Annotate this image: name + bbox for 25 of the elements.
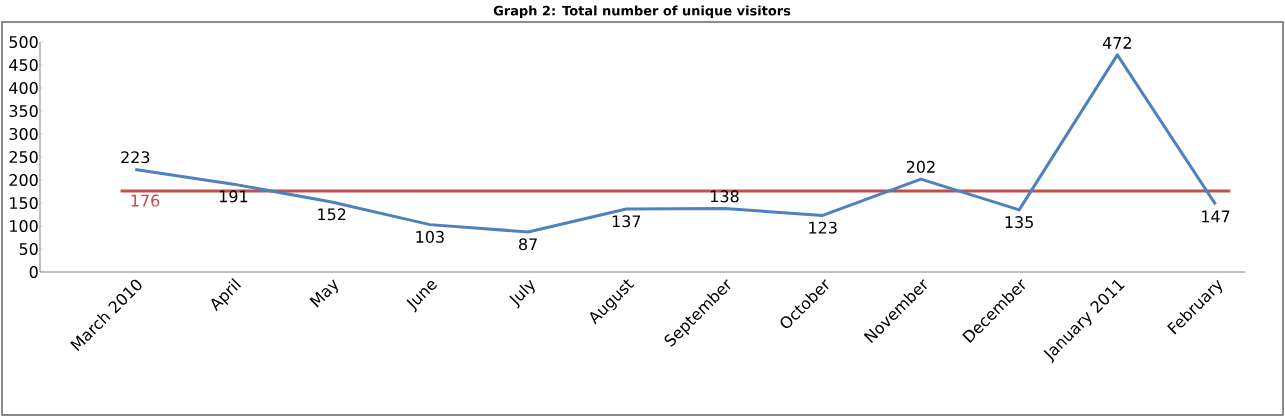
data-label: 135	[1005, 216, 1033, 229]
y-tick-label: 250	[9, 150, 38, 164]
y-tick-label: 200	[9, 173, 38, 187]
y-tick-label: 50	[19, 242, 38, 256]
data-label: 223	[121, 151, 150, 164]
data-label: 152	[318, 208, 346, 221]
chart-title: Graph 2: Total number of unique visitors	[493, 5, 791, 19]
data-label: 137	[612, 215, 641, 228]
ref-line-label: 176	[131, 194, 160, 207]
data-label: 191	[220, 190, 248, 203]
data-label: 87	[519, 238, 537, 251]
y-tick-label: 0	[29, 265, 38, 279]
y-tick-label: 450	[9, 58, 38, 72]
data-label: 147	[1202, 210, 1230, 223]
y-tick-label: 500	[9, 35, 38, 49]
y-tick-label: 100	[10, 219, 38, 233]
data-label: 202	[906, 160, 935, 173]
y-tick-label: 300	[9, 127, 38, 141]
y-tick-label: 150	[10, 196, 38, 210]
y-tick-label: 350	[9, 104, 38, 118]
data-label: 123	[809, 221, 837, 234]
y-tick-label: 400	[9, 81, 38, 95]
data-label: 138	[711, 190, 739, 203]
data-label: 103	[416, 230, 444, 243]
data-label: 472	[1102, 36, 1131, 49]
